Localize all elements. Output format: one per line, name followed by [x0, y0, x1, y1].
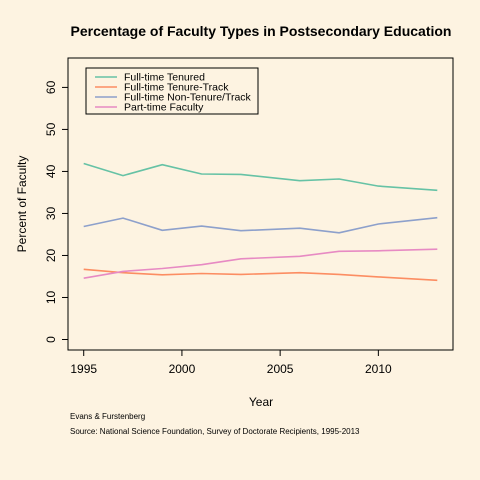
y-tick-label: 30 [44, 206, 58, 220]
x-tick-label: 2010 [365, 362, 392, 376]
y-tick-label: 0 [44, 336, 58, 343]
x-tick-label: 2000 [169, 362, 196, 376]
x-tick-label: 1995 [70, 362, 97, 376]
y-tick-label: 10 [44, 290, 58, 304]
legend-label: Full-time Tenure-Track [124, 82, 229, 94]
y-axis-label: Percent of Faculty [15, 156, 29, 253]
x-axis-label: Year [249, 395, 273, 409]
y-tick-label: 20 [44, 248, 58, 262]
x-tick-label: 2005 [267, 362, 294, 376]
series-layer [83, 162, 438, 282]
author-footnote: Evans & Furstenberg [70, 412, 145, 421]
y-tick-label: 40 [44, 164, 58, 178]
series-line-full-time-tenure-track [83, 268, 438, 282]
legend-label: Full-time Tenured [124, 72, 205, 84]
legend-box [85, 67, 259, 115]
x-axis: 1995 2000 2005 2010 [70, 349, 392, 376]
source-footnote: Source: National Science Foundation, Sur… [70, 427, 360, 436]
legend-label: Part-time Faculty [124, 102, 204, 114]
chart-title: Percentage of Faculty Types in Postsecon… [71, 23, 452, 39]
y-axis: 0 10 20 30 40 50 60 [44, 80, 69, 343]
y-tick-label: 60 [44, 80, 58, 94]
series-line-full-time-tenured [83, 162, 438, 192]
series-line-full-time-non-tenure-track [83, 216, 438, 234]
y-tick-label: 50 [44, 122, 58, 136]
series-line-part-time-faculty [83, 248, 438, 279]
legend-label: Full-time Non-Tenure/Track [124, 92, 252, 104]
